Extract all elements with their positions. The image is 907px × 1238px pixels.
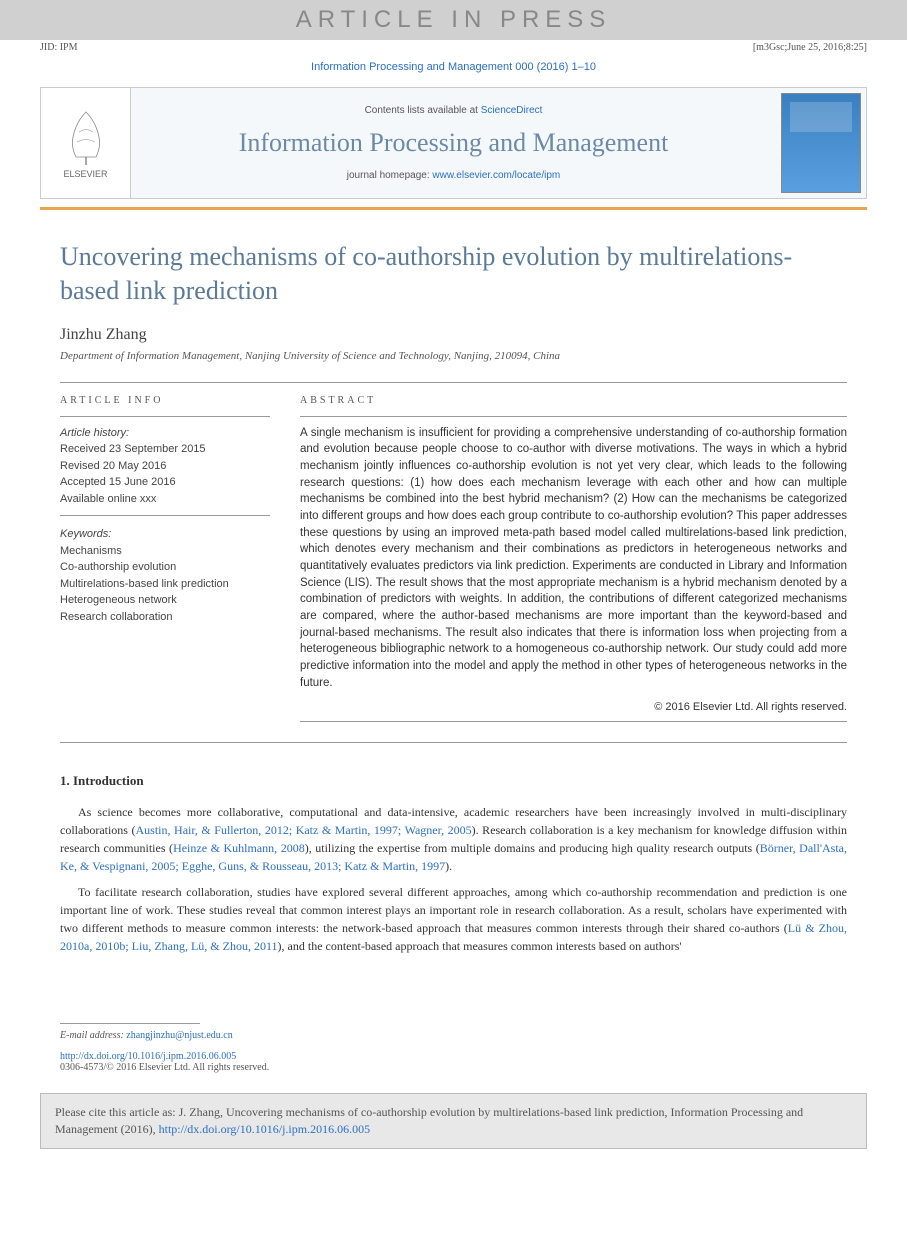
intro-paragraph-1: As science becomes more collaborative, c… — [60, 803, 847, 875]
email-line: E-mail address: zhangjinzhu@njust.edu.cn — [60, 1030, 847, 1041]
issn-line: 0306-4573/© 2016 Elsevier Ltd. All right… — [60, 1062, 847, 1073]
text-span: ), and the content-based approach that m… — [278, 939, 682, 953]
history-item: Received 23 September 2015 — [60, 443, 206, 455]
text-span: ), utilizing the expertise from multiple… — [305, 841, 760, 855]
article-title: Uncovering mechanisms of co-authorship e… — [60, 240, 847, 308]
citation-box: Please cite this article as: J. Zhang, U… — [40, 1093, 867, 1149]
abstract-text: A single mechanism is insufficient for p… — [300, 425, 847, 692]
homepage-line: journal homepage: www.elsevier.com/locat… — [141, 170, 766, 181]
abstract-column: ABSTRACT A single mechanism is insuffici… — [300, 395, 847, 731]
keyword: Research collaboration — [60, 611, 173, 623]
keywords-block: Keywords: Mechanisms Co-authorship evolu… — [60, 526, 270, 625]
intro-paragraph-2: To facilitate research collaboration, st… — [60, 883, 847, 955]
contents-line: Contents lists available at ScienceDirec… — [141, 105, 766, 116]
article-info-label: ARTICLE INFO — [60, 395, 270, 406]
article-in-press-banner: ARTICLE IN PRESS — [0, 0, 907, 40]
homepage-link[interactable]: www.elsevier.com/locate/ipm — [432, 170, 560, 181]
keyword: Multirelations-based link prediction — [60, 578, 229, 590]
keyword: Co-authorship evolution — [60, 561, 176, 573]
abstract-divider — [300, 721, 847, 722]
divider — [60, 742, 847, 743]
email-label: E-mail address: — [60, 1030, 126, 1041]
homepage-prefix: journal homepage: — [347, 170, 433, 181]
keywords-label: Keywords: — [60, 526, 270, 543]
doi-line: http://dx.doi.org/10.1016/j.ipm.2016.06.… — [60, 1051, 847, 1062]
journal-name: Information Processing and Management — [141, 128, 766, 158]
header-center: Contents lists available at ScienceDirec… — [131, 95, 776, 191]
footer-divider — [60, 1023, 200, 1024]
divider — [60, 382, 847, 383]
introduction-heading: 1. Introduction — [60, 773, 847, 789]
doi-link[interactable]: http://dx.doi.org/10.1016/j.ipm.2016.06.… — [60, 1051, 236, 1062]
jid-left: JID: IPM — [40, 42, 78, 53]
abstract-divider — [300, 416, 847, 417]
journal-reference: Information Processing and Management 00… — [0, 55, 907, 79]
elsevier-label: ELSEVIER — [63, 169, 107, 179]
journal-header-box: ELSEVIER Contents lists available at Sci… — [40, 87, 867, 199]
info-abstract-row: ARTICLE INFO Article history: Received 2… — [60, 395, 847, 731]
info-divider — [60, 515, 270, 516]
elsevier-logo: ELSEVIER — [41, 88, 131, 198]
contents-prefix: Contents lists available at — [365, 105, 481, 116]
journal-cover-thumbnail — [781, 93, 861, 193]
article-history: Article history: Received 23 September 2… — [60, 425, 270, 508]
author-name: Jinzhu Zhang — [60, 326, 847, 344]
footer-info: E-mail address: zhangjinzhu@njust.edu.cn… — [0, 1023, 907, 1073]
history-item: Revised 20 May 2016 — [60, 460, 166, 472]
journal-ref-link[interactable]: Information Processing and Management 00… — [311, 61, 596, 73]
jid-right: [m3Gsc;June 25, 2016;8:25] — [753, 42, 867, 53]
article-info-column: ARTICLE INFO Article history: Received 2… — [60, 395, 270, 731]
email-link[interactable]: zhangjinzhu@njust.edu.cn — [126, 1030, 232, 1041]
abstract-label: ABSTRACT — [300, 395, 847, 406]
info-divider — [60, 416, 270, 417]
history-label: Article history: — [60, 427, 129, 439]
jid-row: JID: IPM [m3Gsc;June 25, 2016;8:25] — [0, 40, 907, 55]
history-item: Available online xxx — [60, 493, 156, 505]
cite-doi-link[interactable]: http://dx.doi.org/10.1016/j.ipm.2016.06.… — [159, 1122, 370, 1136]
citation-link[interactable]: Austin, Hair, & Fullerton, 2012; Katz & … — [136, 823, 472, 837]
article-content: Uncovering mechanisms of co-authorship e… — [0, 210, 907, 983]
text-span: ). — [445, 859, 452, 873]
keyword: Heterogeneous network — [60, 594, 177, 606]
text-span: To facilitate research collaboration, st… — [60, 885, 847, 935]
citation-link[interactable]: Heinze & Kuhlmann, 2008 — [173, 841, 305, 855]
sciencedirect-link[interactable]: ScienceDirect — [481, 105, 543, 116]
history-item: Accepted 15 June 2016 — [60, 476, 176, 488]
keyword: Mechanisms — [60, 545, 122, 557]
abstract-copyright: © 2016 Elsevier Ltd. All rights reserved… — [300, 701, 847, 713]
author-affiliation: Department of Information Management, Na… — [60, 350, 847, 362]
elsevier-tree-icon — [61, 107, 111, 167]
